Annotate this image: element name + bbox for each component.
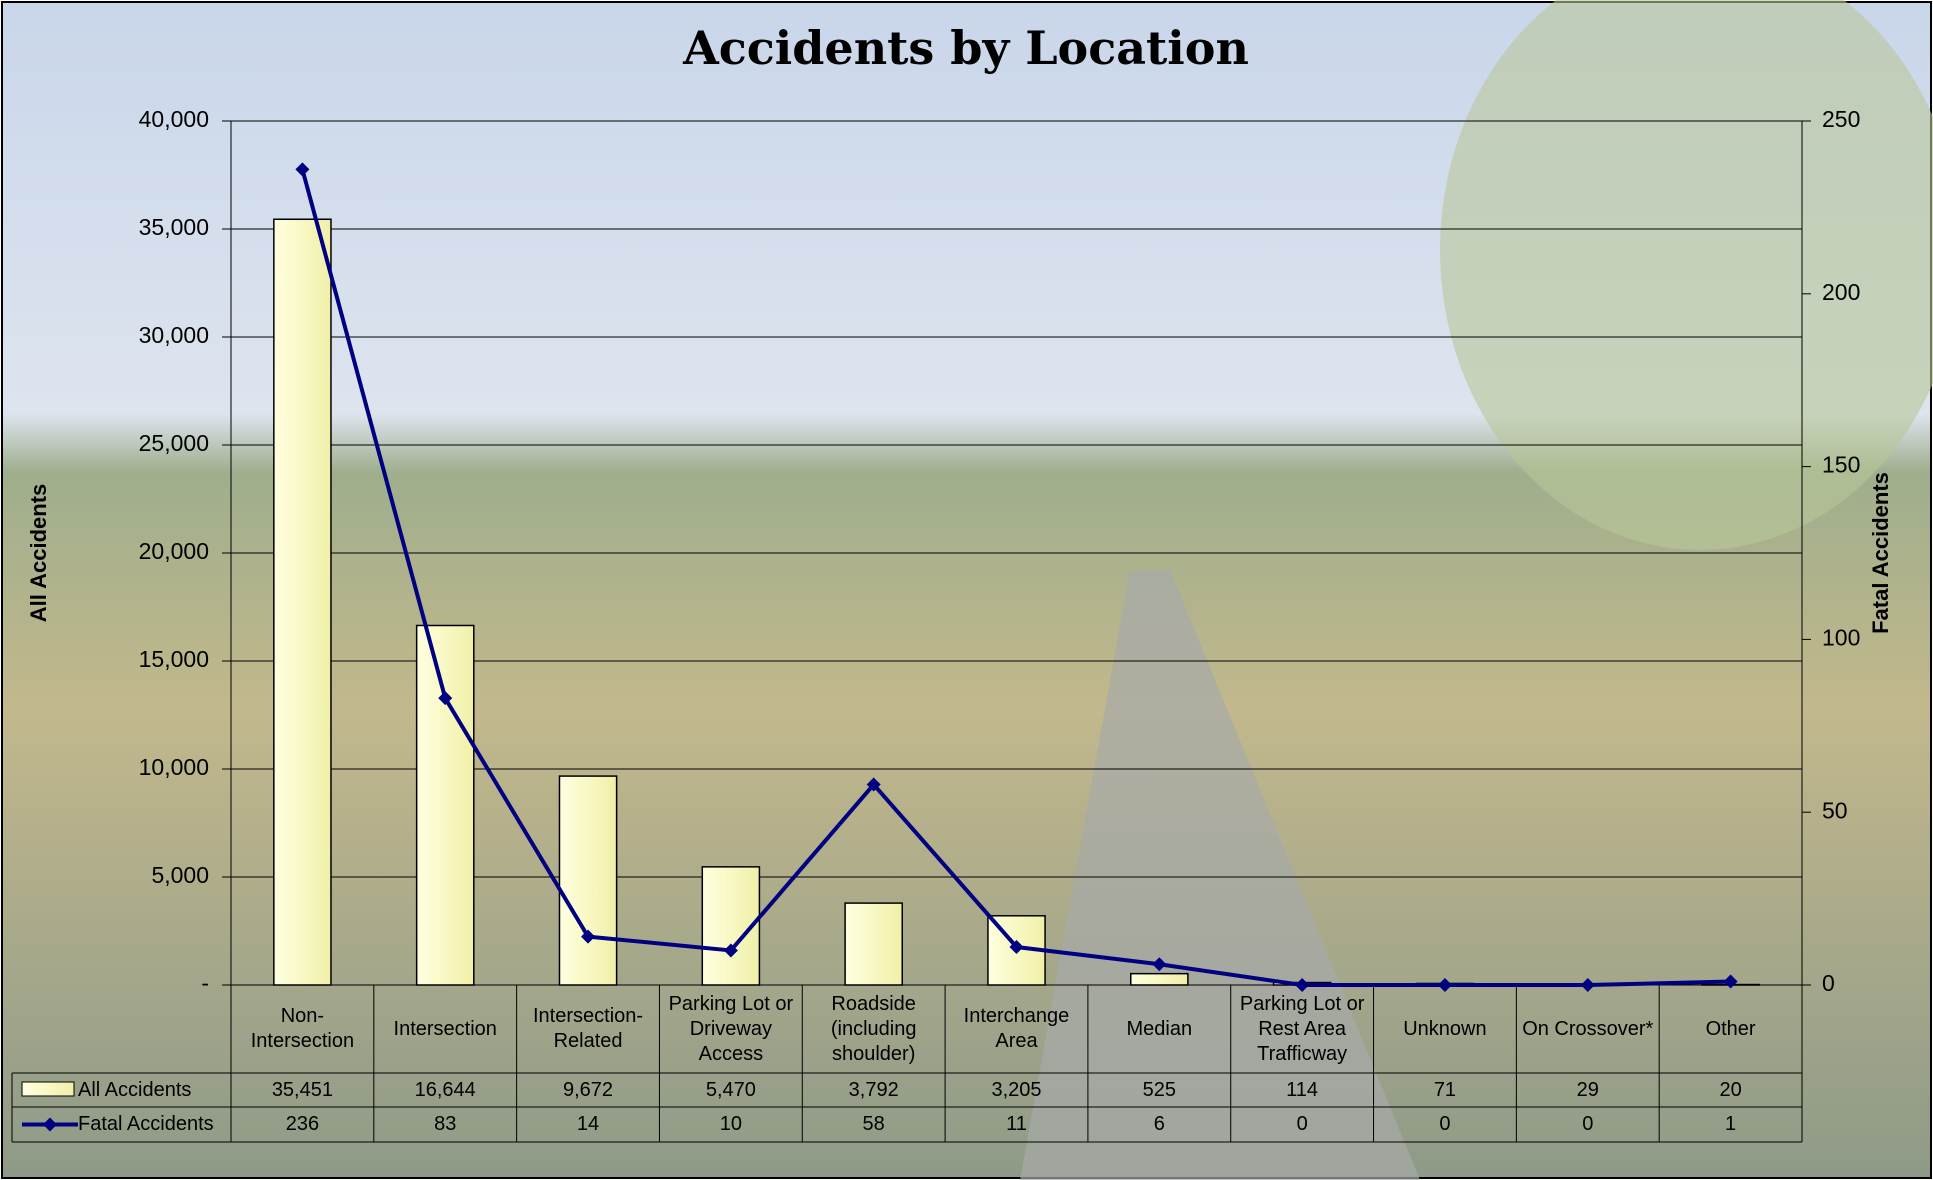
table-value: 9,672 [517,1073,660,1107]
y-tick-label: 25,000 [139,430,209,456]
table-value: 5,470 [659,1073,802,1107]
table-value: 114 [1231,1073,1374,1107]
table-value: 58 [802,1107,945,1142]
y-tick-label: 10,000 [139,754,209,780]
legend-label: All Accidents [78,1073,231,1107]
table-value: 10 [659,1107,802,1142]
table-value: 20 [1659,1073,1802,1107]
table-value: 29 [1516,1073,1659,1107]
bar [417,625,474,985]
table-value: 3,792 [802,1073,945,1107]
y-tick-label: 15,000 [139,646,209,672]
y-tick-label: - [201,970,209,996]
table-value: 35,451 [231,1073,374,1107]
category-label: On Crossover* [1516,985,1659,1073]
category-label: Interchange Area [945,985,1088,1073]
y-axis-label: All Accidents [26,484,51,623]
y2-axis-label: Fatal Accidents [1868,472,1893,634]
table-value: 11 [945,1107,1088,1142]
bar [559,776,616,985]
table-value: 0 [1516,1107,1659,1142]
table-value: 236 [231,1107,374,1142]
category-label: Other [1659,985,1802,1073]
table-value: 0 [1374,1107,1517,1142]
y2-tick-label: 150 [1822,452,1860,478]
table-value: 16,644 [374,1073,517,1107]
y-tick-label: 30,000 [139,322,209,348]
category-label: Median [1088,985,1231,1073]
category-label: Parking Lot or Rest Area Trafficway [1231,985,1374,1073]
category-label: Intersection-Related [517,985,660,1073]
bar [1131,974,1188,985]
table-value: 0 [1231,1107,1374,1142]
y2-tick-label: 200 [1822,279,1860,305]
y2-tick-label: 100 [1822,624,1860,650]
table-value: 3,205 [945,1073,1088,1107]
table-value: 525 [1088,1073,1231,1107]
category-label: Roadside (including shoulder) [802,985,945,1073]
y-tick-label: 35,000 [139,214,209,240]
page: Accidents by Location All Accidents Fata… [0,0,1933,1180]
y2-tick-label: 0 [1822,970,1835,996]
y-tick-label: 5,000 [151,862,209,888]
y2-tick-label: 50 [1822,797,1848,823]
bar [274,219,331,985]
y2-tick-label: 250 [1822,106,1860,132]
category-label: Unknown [1374,985,1517,1073]
table-value: 6 [1088,1107,1231,1142]
bar [845,903,902,985]
table-value: 83 [374,1107,517,1142]
y-tick-label: 40,000 [139,106,209,132]
category-label: Intersection [374,985,517,1073]
table-value: 1 [1659,1107,1802,1142]
category-label: Non-Intersection [231,985,374,1073]
chart-title: Accidents by Location [682,21,1249,75]
legend-key [22,1082,74,1096]
category-label: Parking Lot or Driveway Access [659,985,802,1073]
table-value: 71 [1374,1073,1517,1107]
y-tick-label: 20,000 [139,538,209,564]
table-value: 14 [517,1107,660,1142]
legend-label: Fatal Accidents [78,1107,231,1142]
